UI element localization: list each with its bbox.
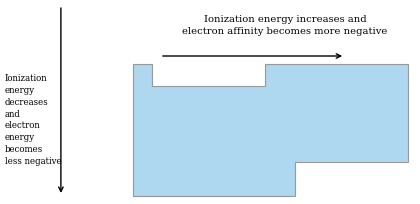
- Text: Ionization
energy
decreases
and
electron
energy
becomes
less negative: Ionization energy decreases and electron…: [5, 74, 62, 165]
- Text: Ionization energy increases and: Ionization energy increases and: [204, 15, 366, 24]
- Text: electron affinity becomes more negative: electron affinity becomes more negative: [182, 27, 388, 36]
- Polygon shape: [133, 65, 408, 196]
